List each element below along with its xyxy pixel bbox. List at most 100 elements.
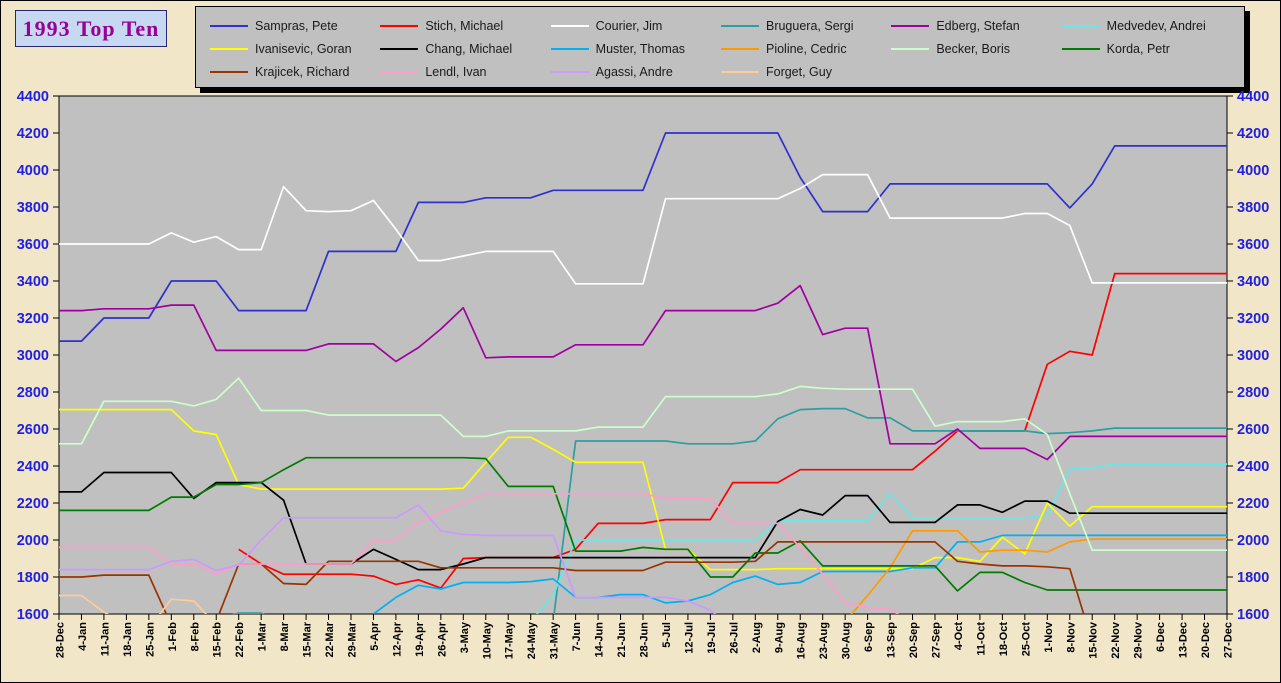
legend-item-chang[interactable]: Chang, Michael <box>380 42 550 56</box>
legend-color-swatch <box>210 47 248 50</box>
x-axis-label: 18-Jan <box>122 622 134 657</box>
legend-item-muster[interactable]: Muster, Thomas <box>550 41 721 56</box>
y-axis-label-left: 3800 <box>17 200 49 216</box>
series-line-pioline <box>850 529 1227 614</box>
x-axis-label: 29-Nov <box>1133 621 1145 659</box>
x-axis-label: 11-Oct <box>975 622 987 656</box>
x-axis-label: 11-Jan <box>99 622 111 657</box>
legend-label: Bruguera, Sergi <box>765 18 854 33</box>
legend-label: Forget, Guy <box>765 64 832 79</box>
legend-color-swatch <box>1061 47 1100 50</box>
y-axis-label-right: 3400 <box>1237 274 1269 290</box>
legend-color-swatch <box>380 70 419 73</box>
y-axis-label-right: 3200 <box>1237 311 1269 327</box>
legend-item-edberg[interactable]: Edberg, Stefan <box>891 19 1061 33</box>
legend-item-becker[interactable]: Becker, Boris <box>891 42 1061 56</box>
y-axis-label-right: 3000 <box>1237 348 1269 364</box>
y-axis-label-right: 4200 <box>1237 126 1269 142</box>
legend-color-swatch <box>720 24 759 27</box>
x-axis-label: 12-Jul <box>683 622 695 654</box>
x-axis-label: 23-Aug <box>818 622 830 659</box>
series-line-bruguera <box>232 407 1227 614</box>
legend-color-swatch <box>550 24 589 27</box>
legend-color-swatch <box>720 70 759 73</box>
y-axis-label-left: 2800 <box>17 385 49 401</box>
series-line-forget <box>59 594 208 614</box>
legend-color-swatch <box>1061 24 1100 27</box>
legend-item-ivanisevic[interactable]: Ivanisevic, Goran <box>210 42 380 56</box>
y-axis-label-left: 2200 <box>17 496 49 512</box>
legend-label: Edberg, Stefan <box>936 18 1020 33</box>
series-line-korda <box>59 456 1227 592</box>
chart-title-box: 1993 Top Ten <box>15 10 167 47</box>
legend-item-courier[interactable]: Courier, Jim <box>550 19 721 33</box>
legend-item-bruguera[interactable]: Bruguera, Sergi <box>720 18 891 33</box>
x-axis-label: 26-Apr <box>436 621 448 657</box>
y-axis-label-left: 2400 <box>17 459 49 475</box>
x-axis-label: 30-Aug <box>841 622 853 659</box>
y-axis-label-right: 2800 <box>1237 385 1269 401</box>
series-line-agassi <box>59 504 717 614</box>
x-axis-label: 5-Apr <box>369 621 381 650</box>
legend-item-lendl[interactable]: Lendl, Ivan <box>380 65 550 79</box>
y-axis-label-left: 4200 <box>17 126 49 142</box>
chart-legend: Sampras, Pete Stich, Michael Courier, Jim B… <box>195 6 1245 88</box>
x-axis-label: 7-Jun <box>571 622 583 652</box>
series-line-edberg <box>59 284 1227 461</box>
legend-item-korda[interactable]: Korda, Petr <box>1061 42 1232 56</box>
y-axis-label-right: 1600 <box>1237 607 1269 623</box>
x-axis-label: 19-Apr <box>414 621 426 657</box>
legend-item-agassi[interactable]: Agassi, Andre <box>550 64 721 79</box>
legend-color-swatch <box>550 70 589 73</box>
series-line-medvedev <box>536 463 1227 614</box>
legend-label: Muster, Thomas <box>595 41 686 56</box>
x-axis-label: 5-Jul <box>661 622 673 648</box>
legend-color-swatch <box>891 47 930 50</box>
y-axis-label-left: 4400 <box>17 89 49 105</box>
x-axis-label: 28-Dec <box>55 622 67 658</box>
y-axis-label-left: 1600 <box>17 607 49 623</box>
x-axis-label: 10-May <box>481 621 493 659</box>
legend-item-stich[interactable]: Stich, Michael <box>380 19 550 33</box>
series-line-becker <box>59 377 1227 552</box>
x-axis-label: 28-Jun <box>639 622 651 658</box>
y-axis-label-left: 3600 <box>17 237 49 253</box>
legend-item-medvedev[interactable]: Medvedev, Andrei <box>1061 18 1232 33</box>
legend-label: Medvedev, Andrei <box>1106 18 1206 33</box>
legend-label: Ivanisevic, Goran <box>255 41 352 56</box>
x-axis-label: 2-Aug <box>751 622 763 653</box>
x-axis-label: 13-Dec <box>1178 622 1190 658</box>
y-axis-label-left: 2600 <box>17 422 49 438</box>
series-line-sampras <box>59 132 1227 342</box>
x-axis-label: 6-Dec <box>1155 622 1167 652</box>
x-axis-label: 8-Nov <box>1065 621 1077 652</box>
legend-color-swatch <box>550 47 589 50</box>
x-axis-label: 1-Feb <box>167 622 179 652</box>
x-axis-label: 13-Sep <box>886 622 898 658</box>
series-line-krajicek <box>59 541 1085 614</box>
legend-item-krajicek[interactable]: Krajicek, Richard <box>210 65 380 79</box>
legend-color-swatch <box>210 70 248 73</box>
legend-item-forget[interactable]: Forget, Guy <box>720 64 891 79</box>
series-line-courier <box>59 173 1227 285</box>
x-axis-label: 25-Jan <box>144 622 156 657</box>
y-axis-label-left: 4000 <box>17 163 49 179</box>
x-axis-label: 4-Jan <box>77 622 89 651</box>
legend-item-pioline[interactable]: Pioline, Cedric <box>720 42 891 56</box>
x-axis-label: 9-Aug <box>773 622 785 653</box>
series-line-ivanisevic <box>59 408 1227 571</box>
legend-label: Sampras, Pete <box>255 18 338 33</box>
y-axis-label-left: 3400 <box>17 274 49 290</box>
x-axis-label: 26-Jul <box>728 622 740 654</box>
x-axis-label: 20-Sep <box>908 622 920 658</box>
legend-label: Agassi, Andre <box>595 64 673 79</box>
x-axis-label: 31-May <box>549 621 561 659</box>
plot-area <box>58 95 1228 615</box>
x-axis-label: 18-Oct <box>998 622 1010 657</box>
y-axis-label-left: 1800 <box>17 570 49 586</box>
legend-color-swatch <box>891 24 930 27</box>
legend-item-sampras[interactable]: Sampras, Pete <box>210 19 380 33</box>
x-axis-label: 1-Mar <box>257 621 269 651</box>
x-axis-label: 4-Oct <box>953 622 965 650</box>
